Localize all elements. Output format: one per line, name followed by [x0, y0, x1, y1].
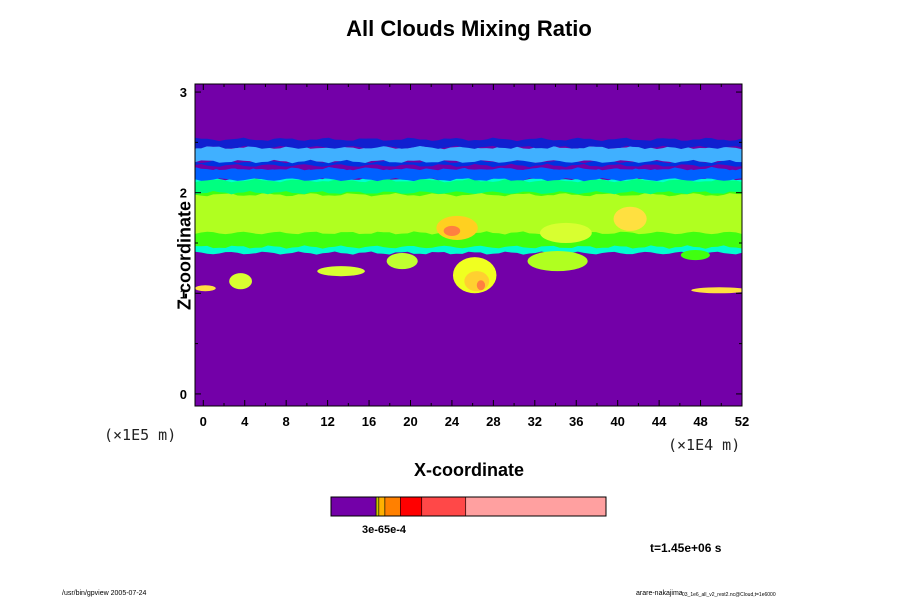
- cloud-blob-12: [691, 287, 742, 294]
- x-tick-label-36: 36: [569, 414, 583, 429]
- y-scale-label: (×1E5 m): [104, 426, 177, 444]
- time-label: t=1.45e+06 s: [650, 541, 722, 555]
- footer-right-sub: 03_1e6_all_v2_rest2.nc@Cloud,t=1e6000: [682, 592, 776, 598]
- x-tick-label-24: 24: [445, 414, 460, 429]
- cloud-blob-3: [539, 222, 592, 243]
- y-tick-label-1: 1: [180, 286, 187, 301]
- x-tick-label-16: 16: [362, 414, 376, 429]
- cloud-blob-5: [464, 271, 490, 292]
- colorbar-segment-2: [378, 496, 386, 517]
- colorbar-tick-labels: 3e-65e-4: [362, 524, 407, 536]
- colorbar-frame: [330, 496, 607, 517]
- x-tick-label-20: 20: [403, 414, 417, 429]
- layer-lightblue: [195, 145, 742, 164]
- cloud-blob-9: [386, 253, 418, 270]
- x-axis-label: X-coordinate: [413, 460, 524, 480]
- x-tick-label-40: 40: [610, 414, 624, 429]
- cloud-blob-11: [195, 285, 216, 292]
- x-tick-label-32: 32: [528, 414, 542, 429]
- colorbar-segment-1: [375, 496, 380, 517]
- y-tick-label-3: 3: [180, 85, 187, 100]
- colorbar-segment-3: [384, 496, 401, 517]
- footer-left: /usr/bin/gpview 2005-07-24: [62, 590, 147, 597]
- layer-yellowgreen: [195, 192, 742, 235]
- colorbar-segment-0: [330, 496, 377, 517]
- x-tick-label-12: 12: [320, 414, 334, 429]
- x-tick-label-8: 8: [283, 414, 290, 429]
- colorbar-segment-4: [399, 496, 423, 517]
- cloud-blob-8: [317, 266, 365, 277]
- layer-green-top: [195, 178, 742, 195]
- x-scale-label: (×1E4 m): [668, 436, 741, 454]
- x-tick-label-44: 44: [652, 414, 667, 429]
- layer-blue-top: [195, 137, 742, 149]
- x-tick-label-48: 48: [693, 414, 707, 429]
- y-tick-label-2: 2: [180, 186, 187, 201]
- cloud-blob-6: [476, 280, 486, 291]
- cloud-blob-2: [613, 206, 647, 231]
- chart-title: All Clouds Mixing Ratio: [346, 16, 592, 41]
- footer-right-main: arare-nakajima: [636, 590, 683, 597]
- x-tick-label-0: 0: [200, 414, 207, 429]
- x-tick-label-52: 52: [735, 414, 749, 429]
- cloud-blob-10: [229, 273, 252, 290]
- y-tick-label-0: 0: [180, 387, 187, 402]
- x-tick-label-28: 28: [486, 414, 500, 429]
- cloud-blob-1: [443, 225, 461, 236]
- cloud-blob-7: [527, 251, 588, 272]
- heatmap-field: [195, 137, 742, 294]
- colorbar-segment-5: [421, 496, 467, 517]
- x-tick-label-4: 4: [241, 414, 249, 429]
- cloud-blob-13: [680, 250, 710, 261]
- colorbar-segment-6: [465, 496, 607, 517]
- plot-frame: [194, 83, 743, 407]
- layer-blue-band: [195, 166, 742, 182]
- y-axis-label: Z-coordinate: [174, 201, 195, 311]
